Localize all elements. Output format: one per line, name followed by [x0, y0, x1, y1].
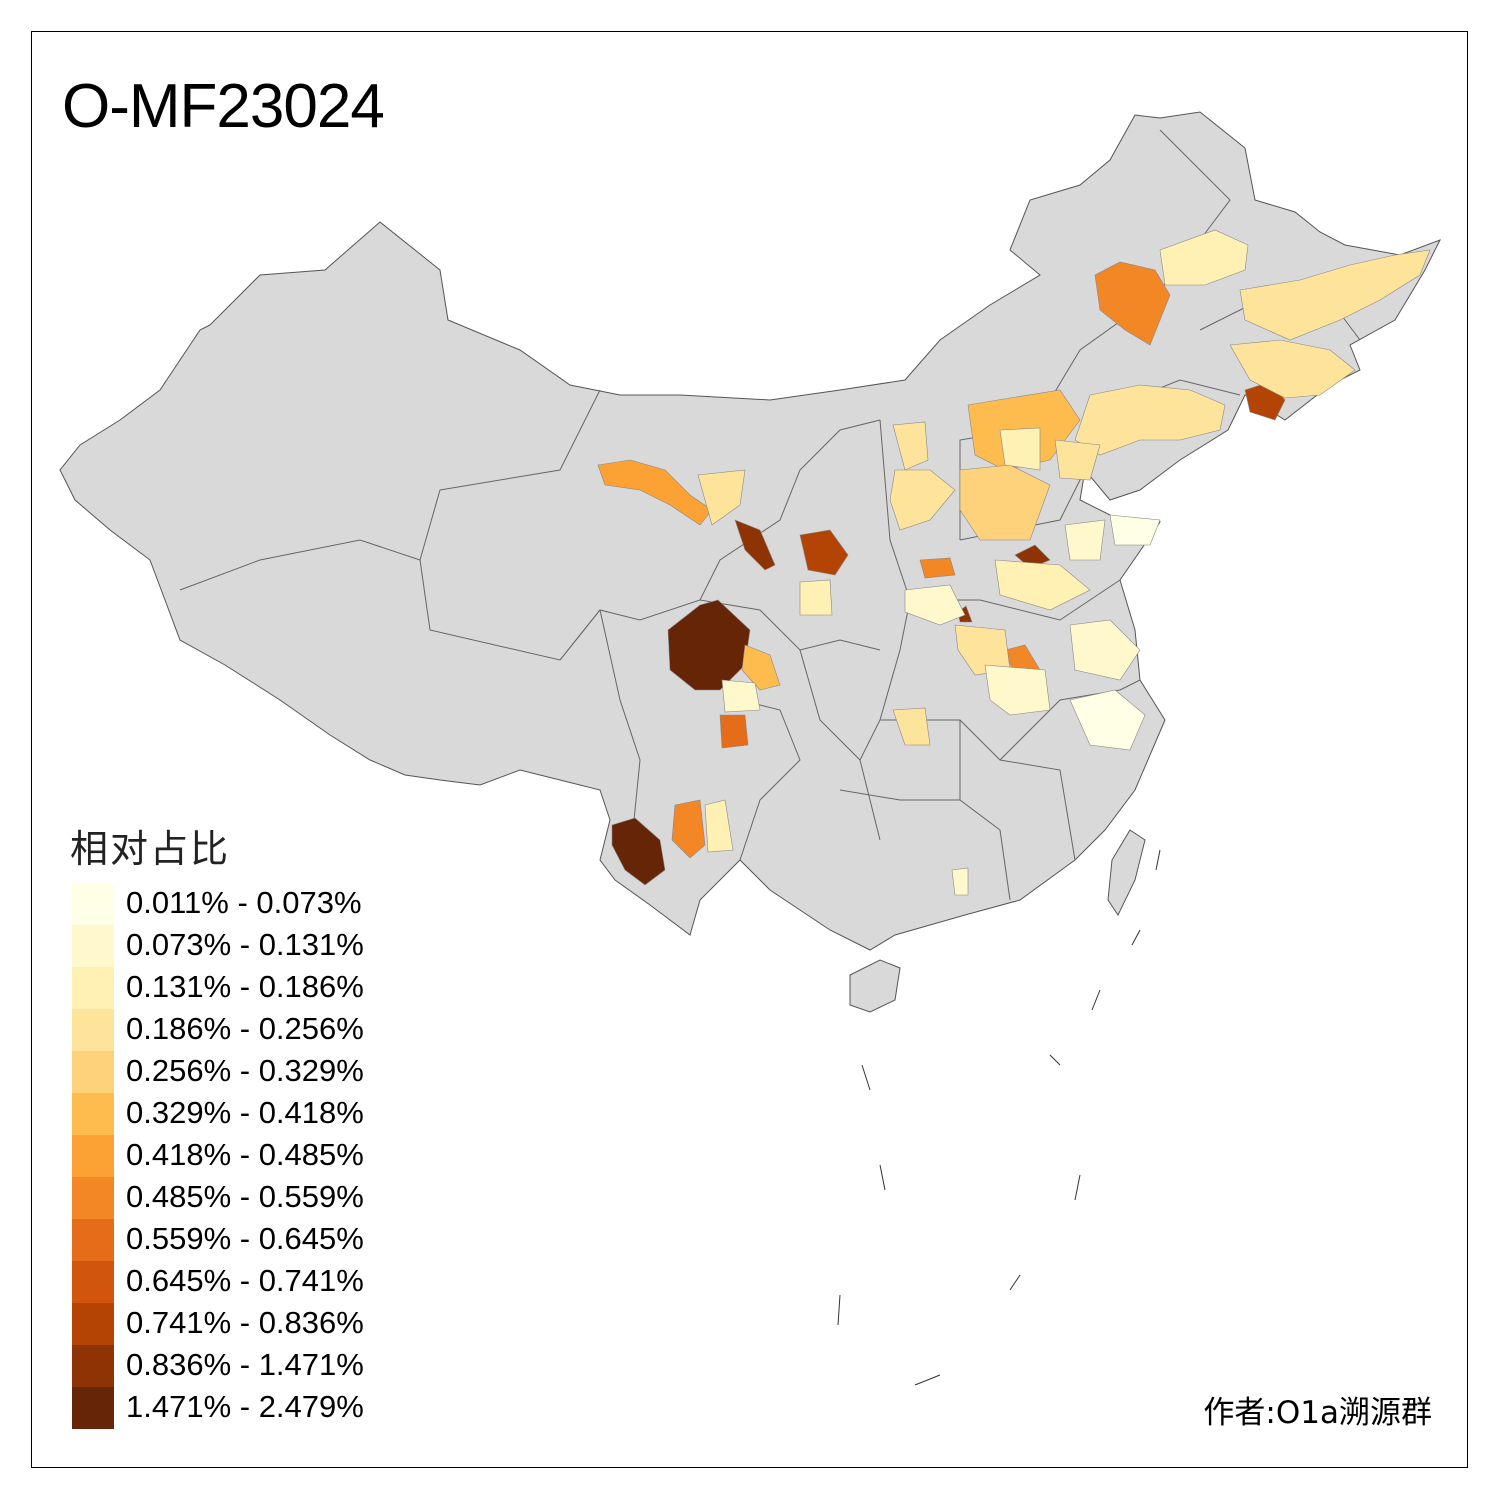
- legend-label: 0.186% - 0.256%: [126, 1011, 364, 1046]
- region-hebei-north: [1054, 439, 1101, 481]
- south-sea-islands: [837, 849, 1161, 1386]
- region-heilongjiang-north: [1159, 229, 1249, 286]
- legend-swatch: [72, 1387, 114, 1429]
- region-jiangsu: [1069, 689, 1146, 751]
- region-shaanxi-north: [919, 557, 956, 579]
- author-credit: 作者:O1a溯源群: [1203, 1395, 1432, 1431]
- legend-label: 0.256% - 0.329%: [126, 1053, 364, 1088]
- legend-label: 0.131% - 0.186%: [126, 969, 364, 1004]
- region-henan-west: [904, 584, 966, 626]
- region-yunnan-east: [704, 799, 734, 853]
- legend-label: 1.471% - 2.479%: [126, 1389, 364, 1424]
- legend-swatch: [72, 1219, 114, 1261]
- legend-swatch: [72, 1051, 114, 1093]
- legend-swatch: [72, 1261, 114, 1303]
- legend-swatch: [72, 1135, 114, 1177]
- region-inner-mongolia-west: [892, 421, 929, 471]
- legend-swatch: [72, 925, 114, 967]
- region-chongqing: [892, 707, 931, 746]
- region-yunnan-southwest: [611, 817, 666, 886]
- region-gansu-east: [697, 469, 746, 526]
- region-ordos: [889, 469, 956, 531]
- legend-swatch: [72, 1303, 114, 1345]
- legend-swatch: [72, 883, 114, 925]
- region-gansu-wuwei: [734, 519, 776, 571]
- legend-title: 相对占比: [70, 827, 231, 871]
- legend-swatch: [72, 1093, 114, 1135]
- legend-label: 0.485% - 0.559%: [126, 1179, 364, 1214]
- region-heilongjiang: [1239, 249, 1431, 341]
- legend-label: 0.329% - 0.418%: [126, 1095, 364, 1130]
- legend-label: 0.418% - 0.485%: [126, 1137, 364, 1172]
- region-yunnan-central: [671, 799, 706, 859]
- legend-label: 0.011% - 0.073%: [126, 885, 362, 920]
- region-hubei-east: [984, 664, 1051, 716]
- legend-label: 0.559% - 0.645%: [126, 1221, 364, 1256]
- region-guangdong: [951, 867, 969, 896]
- legend-label: 0.073% - 0.131%: [126, 927, 364, 962]
- legend-label: 0.741% - 0.836%: [126, 1305, 364, 1340]
- region-hulunbuir: [1094, 261, 1171, 346]
- region-shaanxi-south: [799, 579, 833, 616]
- region-sichuan-north: [741, 644, 781, 691]
- region-gansu-west: [597, 459, 713, 526]
- region-ningxia: [799, 529, 849, 576]
- region-sichuan-central: [721, 679, 761, 713]
- legend-swatch: [72, 967, 114, 1009]
- region-anhui: [1069, 619, 1141, 681]
- legend-label: 0.836% - 1.471%: [126, 1347, 364, 1382]
- legend-label: 0.645% - 0.741%: [126, 1263, 364, 1298]
- data-regions: [597, 229, 1431, 896]
- region-hebei-south: [994, 559, 1091, 611]
- map-title: O-MF23024: [62, 72, 385, 141]
- region-jilin: [1229, 339, 1356, 399]
- region-shandong-east: [1109, 514, 1161, 546]
- legend-swatch: [72, 1345, 114, 1387]
- region-sichuan-west: [719, 714, 749, 749]
- legend-swatch: [72, 1177, 114, 1219]
- legend-swatch: [72, 1009, 114, 1051]
- taiwan-island: [1107, 829, 1146, 917]
- hainan-island: [849, 959, 901, 1013]
- region-hebei-central: [999, 427, 1041, 471]
- map-frame: [31, 31, 1468, 1468]
- region-shandong: [1064, 519, 1106, 561]
